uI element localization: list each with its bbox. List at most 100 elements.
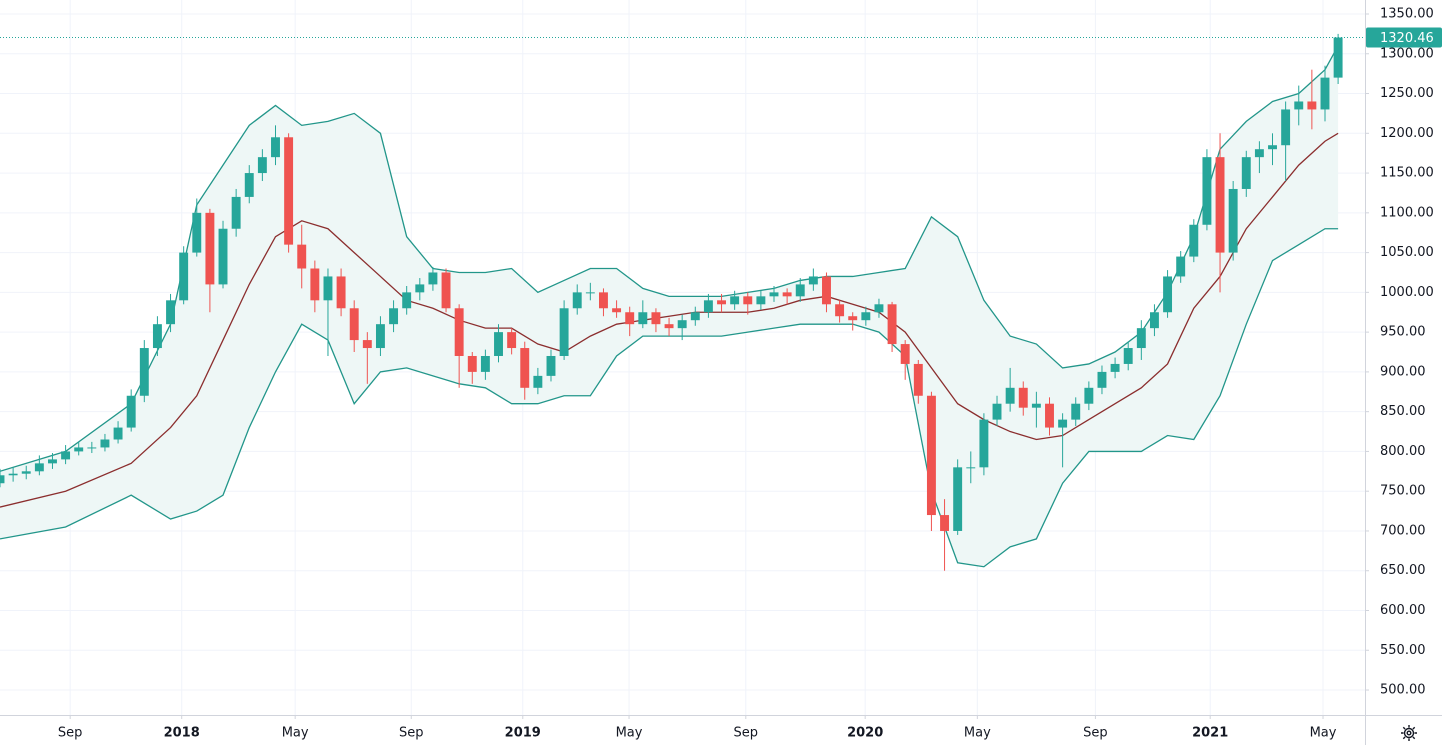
x-tick-label: May — [1310, 726, 1337, 741]
y-tick-label: 800.00 — [1380, 444, 1426, 459]
y-tick-label: 1150.00 — [1380, 166, 1434, 181]
candle-body — [664, 324, 674, 329]
band-fill — [0, 45, 1339, 567]
candle-body — [546, 355, 556, 376]
candle-body — [835, 304, 845, 317]
candle-body — [349, 308, 359, 341]
candle-body — [756, 296, 766, 305]
candle-body — [415, 284, 425, 293]
candle-body — [992, 403, 1002, 420]
y-tick-label: 1200.00 — [1380, 126, 1434, 141]
y-tick-label: 850.00 — [1380, 404, 1426, 419]
candle-body — [297, 244, 307, 269]
candle-body — [0, 475, 5, 484]
candle-body — [61, 451, 71, 460]
candle-body — [467, 355, 477, 372]
candle-body — [1163, 276, 1173, 313]
candle-body — [782, 292, 792, 297]
candle-body — [795, 284, 805, 297]
middle-band — [0, 132, 1339, 508]
candle-body — [1307, 101, 1317, 110]
last-price-box — [1366, 27, 1442, 48]
candle-body — [730, 296, 740, 305]
x-tick-label: 2019 — [505, 726, 541, 741]
y-tick-label: 750.00 — [1380, 484, 1426, 499]
candle-body — [1241, 157, 1251, 189]
candle-body — [402, 292, 412, 309]
candle-body — [598, 292, 608, 309]
candle-body — [913, 363, 923, 396]
candle-body — [808, 276, 818, 285]
candles — [0, 33, 1365, 571]
y-tick-label: 600.00 — [1380, 603, 1426, 618]
candle-body — [1228, 188, 1238, 253]
candle-body — [1045, 403, 1054, 428]
last-price-label: 1320.46 — [1380, 31, 1434, 46]
y-tick-label: 1000.00 — [1380, 285, 1434, 300]
candle-body — [559, 308, 569, 356]
candle-body — [1031, 403, 1041, 408]
x-tick-label: 2021 — [1192, 726, 1228, 741]
settings-icon[interactable] — [1401, 725, 1417, 741]
candle-body — [507, 332, 517, 349]
candle-body — [533, 375, 543, 388]
candle-body — [966, 467, 976, 469]
candle-body — [1320, 77, 1330, 110]
candle-body — [900, 344, 910, 364]
candle-body — [8, 473, 18, 476]
y-tick-label: 1050.00 — [1380, 245, 1434, 260]
y-tick-label: 950.00 — [1380, 325, 1426, 340]
y-tick-label: 550.00 — [1380, 643, 1426, 658]
candle-body — [717, 300, 726, 305]
candle-body — [231, 196, 241, 229]
candle-body — [21, 471, 31, 474]
candle-body — [1005, 387, 1015, 404]
candle-body — [585, 292, 595, 294]
candle-body — [1123, 348, 1133, 364]
candle-body — [323, 276, 333, 301]
candle-body — [743, 296, 753, 305]
x-tick-label: Sep — [1083, 726, 1108, 741]
candle-body — [1189, 224, 1199, 257]
candle-body — [336, 276, 346, 309]
candle-body — [874, 304, 884, 313]
x-tick-label: May — [282, 726, 309, 741]
candle-body — [494, 332, 503, 356]
candle-body — [979, 419, 989, 468]
candle-body — [48, 459, 57, 464]
candle-body — [887, 304, 897, 345]
x-tick-label: Sep — [399, 726, 424, 741]
y-tick-label: 1350.00 — [1380, 6, 1434, 21]
candle-body — [375, 324, 385, 349]
candle-body — [34, 463, 44, 472]
y-tick-label: 1300.00 — [1380, 46, 1434, 61]
candle-body — [953, 467, 963, 531]
candle-body — [179, 252, 189, 301]
candle-body — [1110, 363, 1120, 372]
candle-body — [166, 300, 176, 325]
y-tick-label: 1100.00 — [1380, 205, 1434, 220]
candle-body — [310, 268, 320, 301]
candle-body — [940, 515, 950, 531]
x-tick-label: May — [616, 726, 643, 741]
candle-body — [87, 447, 97, 449]
y-tick-label: 650.00 — [1380, 563, 1426, 578]
candle-body — [192, 212, 202, 253]
candle-body — [1176, 256, 1186, 277]
candle-body — [1215, 157, 1225, 253]
candle-body — [244, 173, 254, 197]
candle-body — [677, 320, 687, 329]
candle-body — [152, 324, 162, 349]
candle-body — [113, 427, 123, 440]
lower-band — [0, 228, 1339, 568]
candle-body — [1018, 387, 1028, 408]
candle-body — [1058, 419, 1068, 428]
candle-body — [126, 395, 136, 428]
candle-body — [638, 312, 648, 325]
candle-body — [520, 348, 530, 388]
candle-body — [861, 312, 871, 321]
candle-body — [1084, 387, 1094, 404]
candle-body — [218, 228, 228, 285]
